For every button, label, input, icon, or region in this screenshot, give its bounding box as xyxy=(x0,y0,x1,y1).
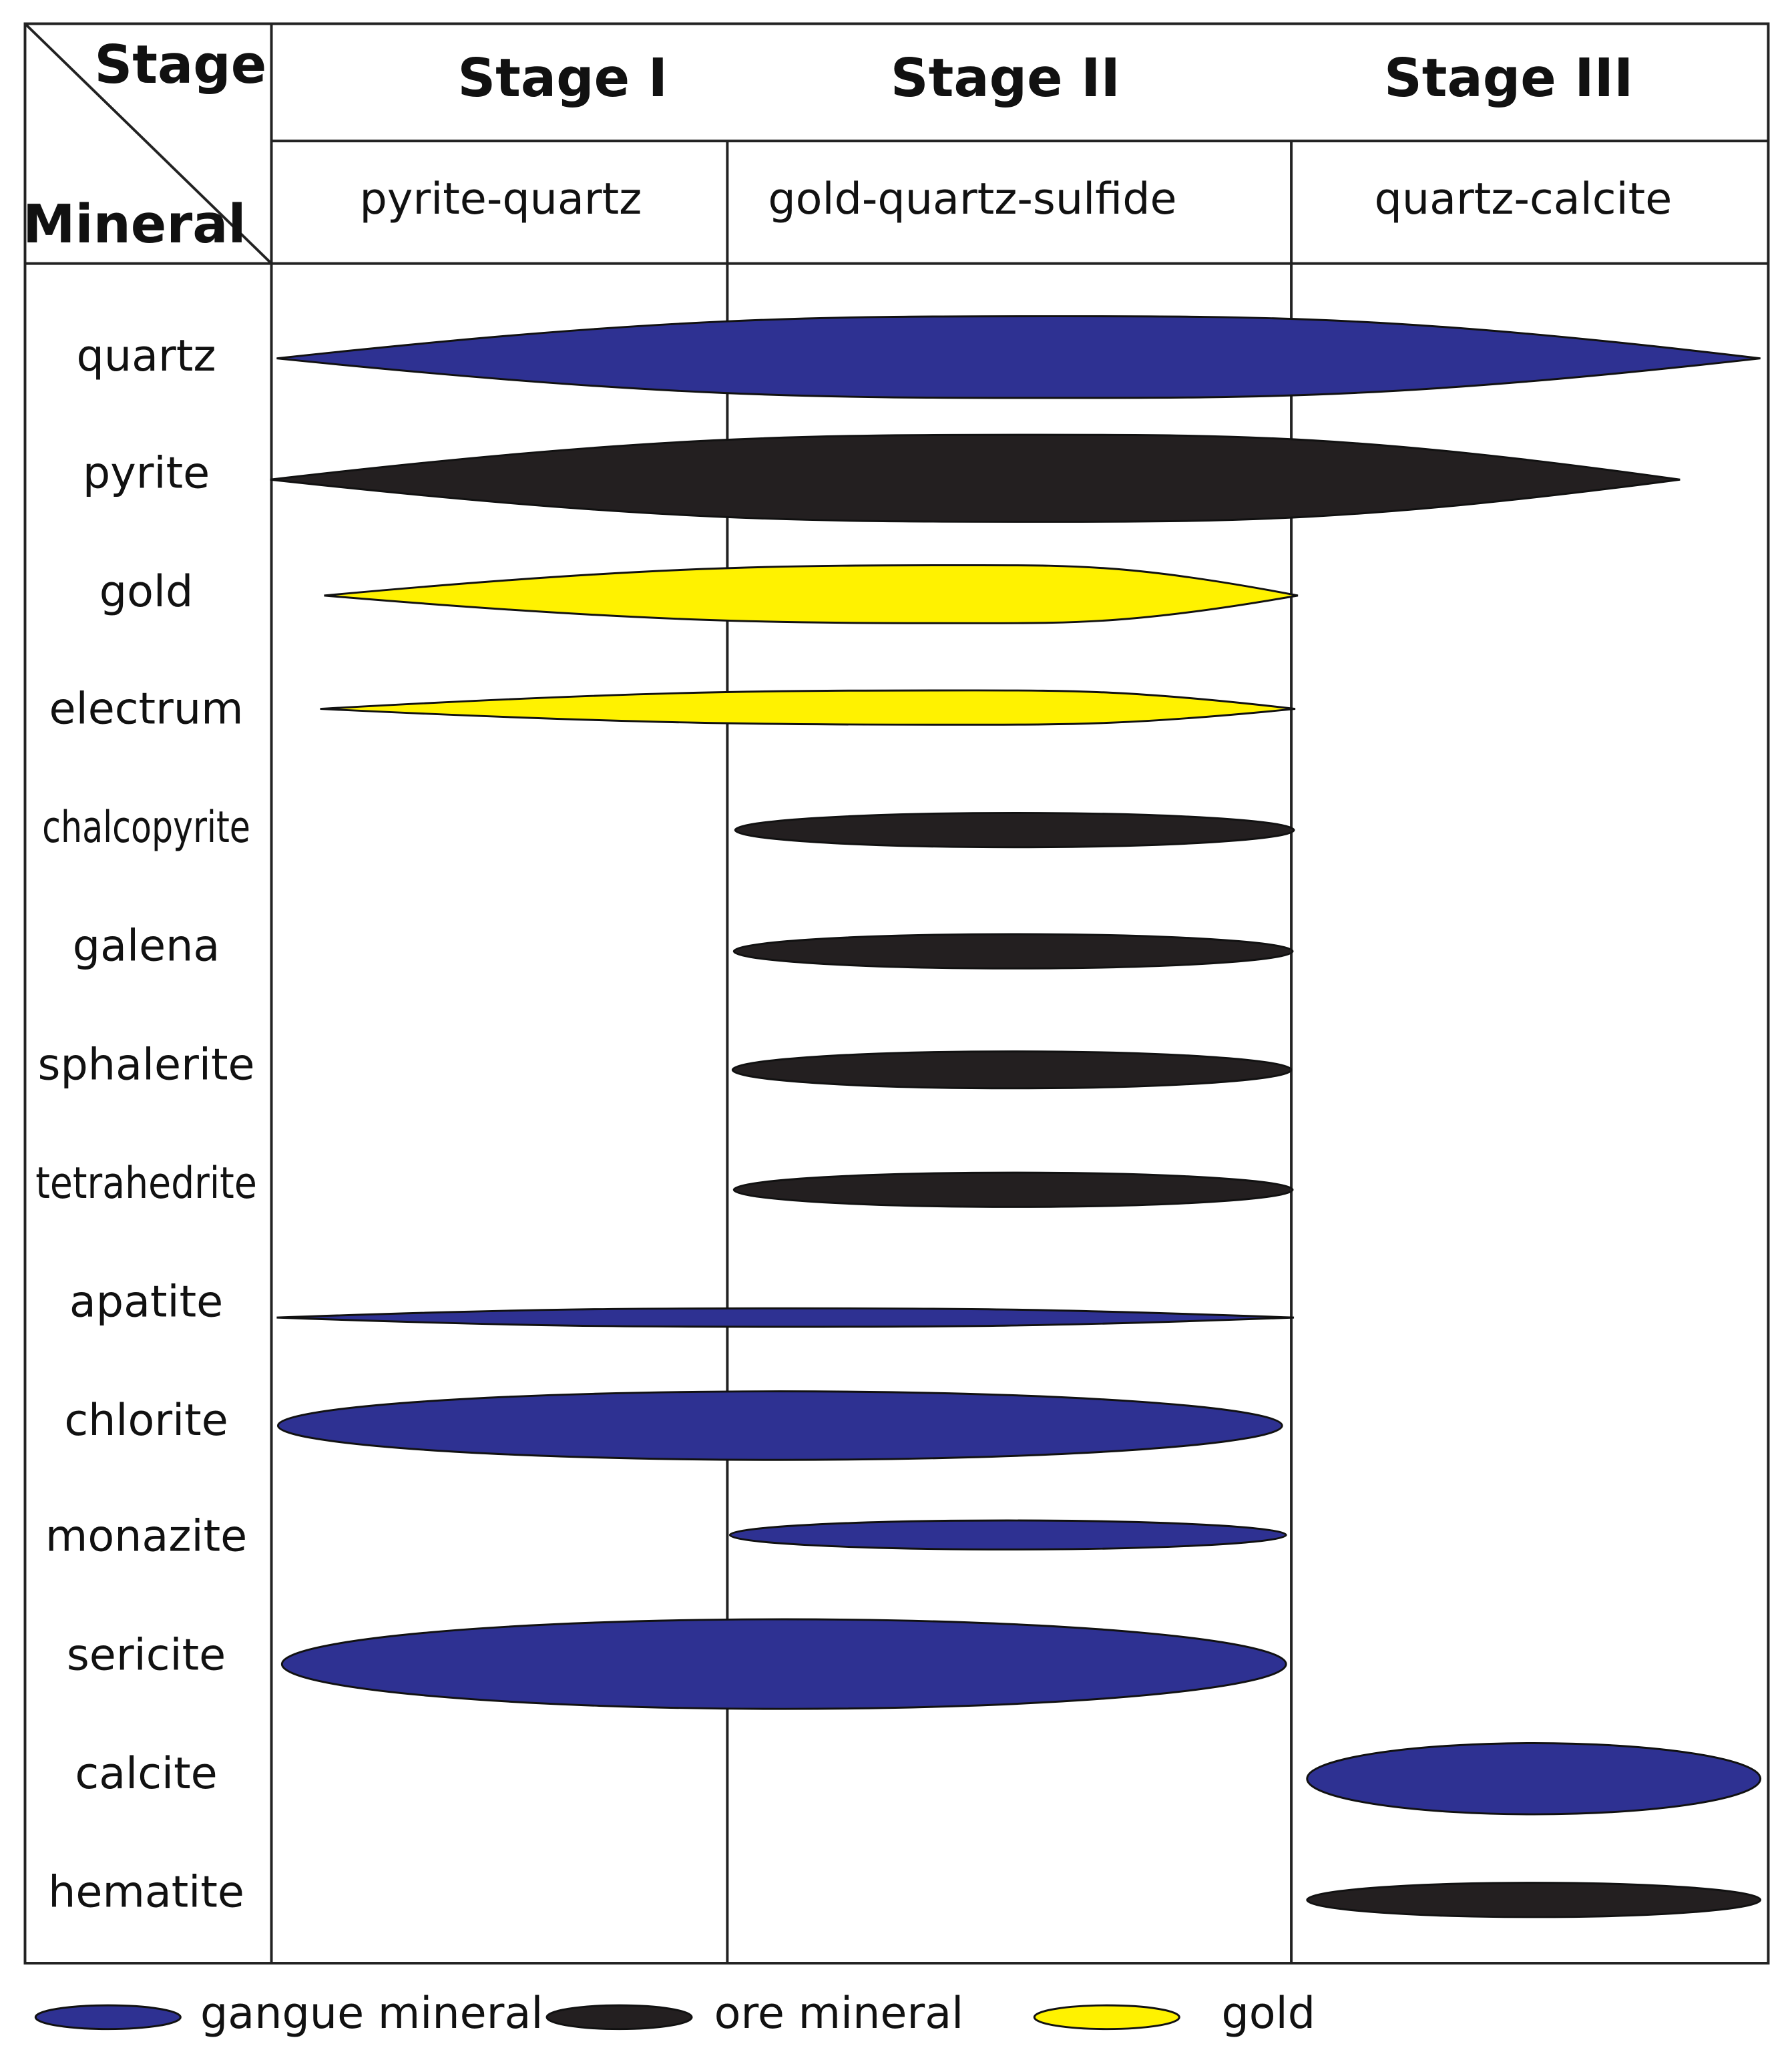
mineral-lens xyxy=(734,811,1295,849)
legend-label: gangue mineral xyxy=(200,1989,543,2039)
mineral-lens xyxy=(731,1050,1293,1090)
mineral-name: pyrite xyxy=(83,448,210,498)
mineral-lens xyxy=(276,1390,1283,1461)
mineral-name: gold xyxy=(99,567,194,617)
mineral-lens xyxy=(324,564,1299,624)
mineral-lens xyxy=(280,1618,1287,1710)
legend-label: gold xyxy=(1221,1989,1315,2039)
mineral-lens xyxy=(276,1307,1295,1328)
mineral-name: electrum xyxy=(49,684,244,735)
mineral-name: hematite xyxy=(48,1867,244,1917)
mineral-lens xyxy=(320,689,1296,726)
mineral-name: galena xyxy=(73,921,220,972)
legend-label: ore mineral xyxy=(714,1989,964,2039)
diagonal xyxy=(24,23,272,265)
outer-border xyxy=(23,22,1770,1965)
stage-name: Stage II xyxy=(891,47,1120,109)
mineral-name: calcite xyxy=(75,1749,217,1799)
mineral-name: quartz xyxy=(77,331,216,381)
legend-swatch xyxy=(545,2004,693,2031)
stage-assemblage: quartz-calcite xyxy=(1375,174,1672,224)
mineral-lens xyxy=(728,1519,1287,1551)
mineral-name: chalcopyrite xyxy=(42,803,250,853)
mineral-lens xyxy=(1306,1882,1762,1918)
mineral-lens xyxy=(732,1171,1294,1208)
mineral-lens xyxy=(732,933,1294,970)
mineral-name: sphalerite xyxy=(38,1040,255,1090)
mineral-lens xyxy=(276,315,1761,399)
mineral-name: apatite xyxy=(69,1277,223,1327)
legend-swatch xyxy=(1033,2004,1180,2031)
mineral-name: monazite xyxy=(45,1512,247,1562)
content: Stage I pyrite-quartz Stage II gold-quartz-… xyxy=(34,47,1762,2039)
stage-label: Stage xyxy=(94,34,266,95)
mineral-label: Mineral xyxy=(23,194,246,255)
legend-swatch xyxy=(34,2004,182,2031)
mineral-lens xyxy=(1306,1742,1762,1816)
mineral-name: chlorite xyxy=(64,1396,228,1446)
mineral-name: sericite xyxy=(67,1630,226,1680)
mineral-name: tetrahedrite xyxy=(35,1159,257,1209)
stage-name: Stage III xyxy=(1384,47,1633,109)
stage-assemblage: gold-quartz-sulfide xyxy=(768,174,1176,224)
stage-assemblage: pyrite-quartz xyxy=(360,174,642,224)
stage-name: Stage I xyxy=(457,47,668,109)
mineral-lens xyxy=(270,433,1681,523)
